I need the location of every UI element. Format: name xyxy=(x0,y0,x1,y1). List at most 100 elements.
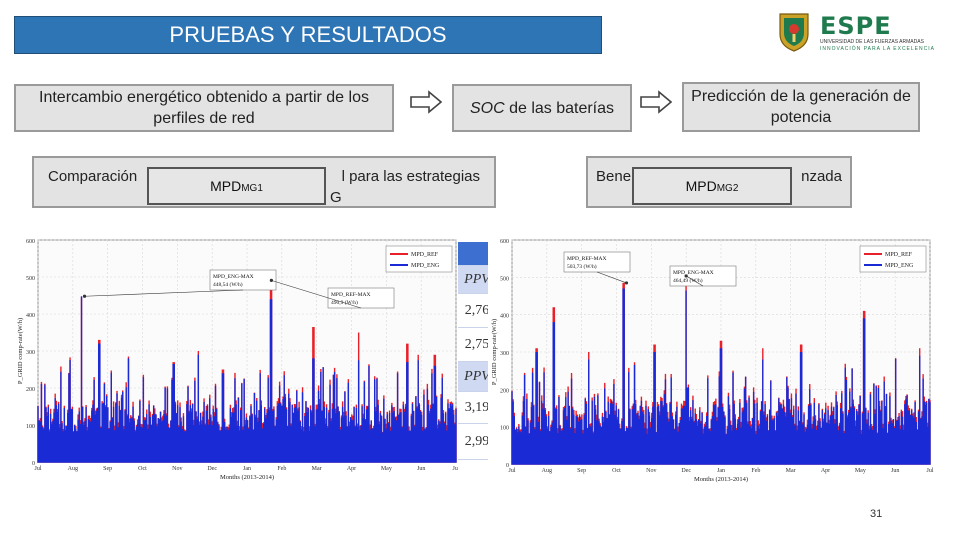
annotation-value: 503,73 (W/h) xyxy=(567,263,597,270)
annotation-label: MPD_ENG-MAX xyxy=(673,270,714,276)
annotation-leader xyxy=(686,275,704,287)
benefit-text-left: Bene xyxy=(596,168,632,185)
logo-subtitle: UNIVERSIDAD DE LAS FUERZAS ARMADAS xyxy=(820,39,924,45)
university-seal-icon xyxy=(779,13,809,52)
series-line-eng xyxy=(37,296,457,463)
x-tick-label: Jan xyxy=(243,466,251,472)
x-tick-label: Feb xyxy=(277,466,286,472)
x-tick-label: Nov xyxy=(172,466,182,472)
y-tick-label: 400 xyxy=(26,313,35,319)
y-tick-label: 600 xyxy=(26,239,35,245)
legend-label: MPD_REF xyxy=(885,252,913,258)
mpd-mg1-label: MPD MG1 xyxy=(147,167,326,205)
table-cell: 2,99 xyxy=(456,424,498,460)
y-tick-label: 200 xyxy=(26,387,35,393)
x-tick-label: Apr xyxy=(821,468,830,474)
x-tick-label: May xyxy=(855,468,866,474)
x-tick-label: Aug xyxy=(68,466,78,472)
legend xyxy=(385,245,453,273)
flow-box-power-prediction-text: Predicción de la generación de potencia xyxy=(691,88,911,126)
annotation-point xyxy=(82,294,87,298)
x-axis-label: Months (2013-2014) xyxy=(220,474,274,481)
annotation-point xyxy=(269,278,273,282)
mpd-mg2-main: MPD xyxy=(685,178,717,194)
y-tick-label: 100 xyxy=(26,424,35,430)
x-tick-label: Sep xyxy=(103,466,112,472)
y-tick-label: 100 xyxy=(500,426,509,432)
annotation-leader xyxy=(84,289,244,297)
mpd-mg2-sub: MG2 xyxy=(716,182,739,194)
legend-label: MPD_REF xyxy=(411,252,439,258)
annotation-value: 464,49 (W/h) xyxy=(673,277,703,284)
chart-microgrid-1: 0 100 200 300 400 500 600 Jul Aug Sep Oct Nov Dec Jan… xyxy=(10,236,458,482)
y-tick-label: 500 xyxy=(500,276,509,282)
x-tick-label: Oct xyxy=(138,466,147,472)
comparison-text-left: Comparación xyxy=(48,168,138,185)
y-axis-label: P_GRID comp-rate(W/h) xyxy=(17,318,24,384)
flow-box-energy-exchange-text: Intercambio energético obtenido a partir… xyxy=(39,89,369,127)
slide-number: 31 xyxy=(870,508,883,520)
series-line-eng xyxy=(511,288,931,465)
annotation-leader xyxy=(271,280,362,309)
annotation-point xyxy=(624,281,629,285)
y-tick-label: 300 xyxy=(500,351,509,357)
y-tick-label: 300 xyxy=(26,350,35,356)
x-tick-label: Mar xyxy=(312,466,322,472)
x-tick-label: Jun xyxy=(891,468,899,474)
y-tick-label: 200 xyxy=(500,388,509,394)
x-tick-label: Jul xyxy=(452,466,458,472)
arrow-right-icon xyxy=(640,90,672,114)
benefit-text-right: nzada xyxy=(801,168,842,185)
x-tick-label: Apr xyxy=(347,466,356,472)
y-axis-label: P_GRID comp-rate(W/h) xyxy=(491,319,498,385)
slide-title: PRUEBAS Y RESULTADOS xyxy=(14,16,602,54)
mpd-mg1-main: MPD xyxy=(210,178,242,194)
x-tick-label: Jul xyxy=(508,468,515,474)
y-tick-label: 0 xyxy=(506,463,509,469)
x-tick-label: Mar xyxy=(786,468,796,474)
x-tick-label: Jun xyxy=(417,466,425,472)
logo-tagline: INNOVACIÓN PARA LA EXCELENCIA xyxy=(820,46,935,52)
annotation-value: 448,54 (W/h) xyxy=(213,281,243,288)
logo-wordmark: ESPE xyxy=(820,12,892,40)
y-tick-label: 400 xyxy=(500,314,509,320)
mpd-mg2-label: MPD MG2 xyxy=(632,167,792,205)
flow-box-power-prediction: Predicción de la generación de potencia xyxy=(682,82,920,132)
annotation-label: MPD_REF-MAX xyxy=(331,292,370,298)
espe-logo: ESPE UNIVERSIDAD DE LAS FUERZAS ARMADAS … xyxy=(776,12,936,54)
mpd-mg1-sub: MG1 xyxy=(241,182,263,194)
flow-box-battery-soc-text: de las baterías xyxy=(504,99,615,117)
legend-label: MPD_ENG xyxy=(885,263,914,269)
comparison-text-line2: G xyxy=(330,189,342,206)
x-tick-label: Jul xyxy=(926,468,933,474)
table-cell: 3,19 xyxy=(456,392,498,424)
flow-box-battery-soc: SOC de las baterías xyxy=(452,84,632,132)
x-tick-label: May xyxy=(381,466,392,472)
annotation-point xyxy=(684,274,688,278)
x-tick-label: Jul xyxy=(34,466,41,472)
annotation-leader xyxy=(596,271,627,284)
flow-box-energy-exchange: Intercambio energético obtenido a partir… xyxy=(14,84,394,132)
y-tick-label: 600 xyxy=(500,239,509,245)
y-tick-label: 0 xyxy=(32,461,35,467)
x-tick-label: Dec xyxy=(681,468,691,474)
x-tick-label: Feb xyxy=(751,468,760,474)
x-tick-label: Sep xyxy=(577,468,586,474)
x-tick-label: Jan xyxy=(717,468,725,474)
x-tick-label: Aug xyxy=(542,468,552,474)
x-axis-label: Months (2013-2014) xyxy=(694,476,748,483)
legend xyxy=(859,245,927,273)
annotation-value: 490,9 (W/h) xyxy=(331,299,358,306)
chart-microgrid-2: 0 100 200 300 400 500 600 Jul Aug Sep Oct Nov Dec Jan… xyxy=(488,236,934,484)
annotation-label: MPD_ENG-MAX xyxy=(213,274,254,280)
legend-label: MPD_ENG xyxy=(411,263,440,269)
x-tick-label: Oct xyxy=(612,468,621,474)
soc-label: SOC xyxy=(469,99,505,117)
comparison-text-right: l para las estrategias xyxy=(341,168,480,185)
annotation-label: MPD_REF-MAX xyxy=(567,256,606,262)
x-tick-label: Dec xyxy=(207,466,217,472)
y-tick-label: 500 xyxy=(26,276,35,282)
table-cell: 2,76 xyxy=(456,294,498,328)
arrow-right-icon xyxy=(410,90,442,114)
table-cell: 2,75 xyxy=(456,328,498,362)
